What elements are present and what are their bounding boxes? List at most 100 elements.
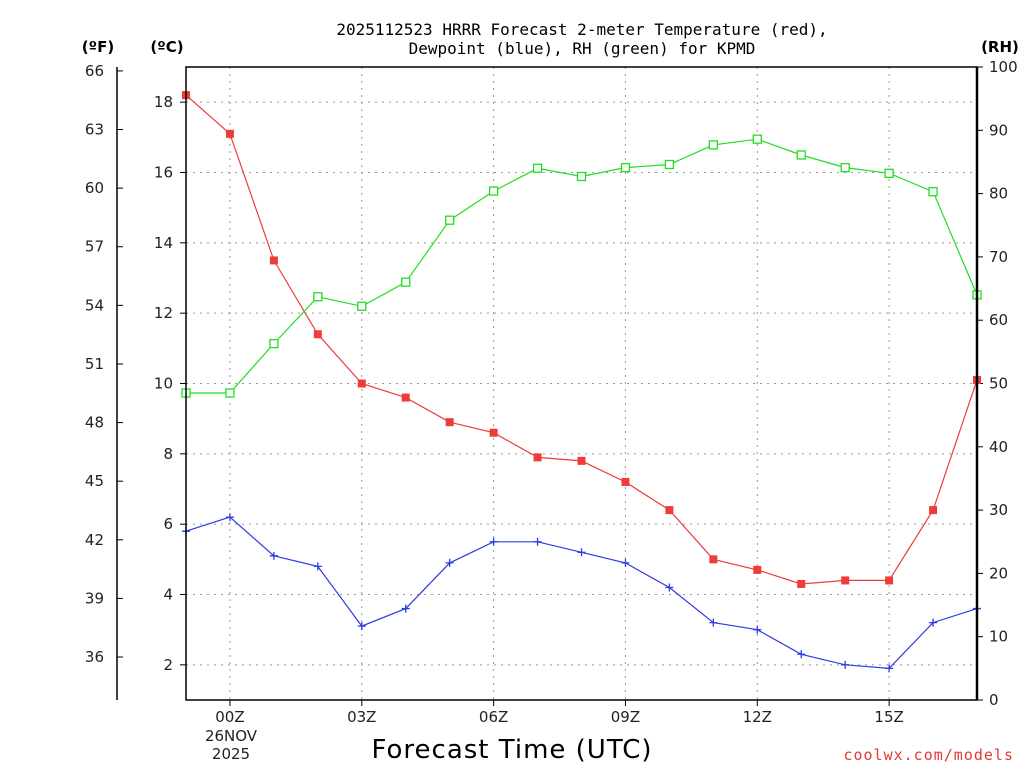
dewpoint-point	[489, 537, 498, 546]
x-axis-label: Forecast Time (UTC)	[371, 735, 652, 765]
dewpoint-point	[445, 558, 454, 567]
rh-point	[796, 150, 806, 160]
rh-point	[401, 277, 411, 287]
temperature-point	[797, 579, 806, 588]
temperature-point	[489, 428, 498, 437]
celsius-tick-label: 12	[154, 304, 173, 322]
temperature-point	[753, 565, 762, 574]
fahrenheit-tick-label: 42	[85, 531, 104, 549]
rh-point	[884, 168, 894, 178]
dewpoint-point	[885, 664, 894, 673]
x-tick-label: 00Z	[215, 708, 244, 726]
dewpoint-point	[709, 618, 718, 627]
temperature-point	[313, 330, 322, 339]
rh-tick-label: 70	[989, 248, 1008, 266]
rh-point	[488, 186, 499, 196]
celsius-tick-label: 16	[154, 164, 173, 182]
celsius-tick-label: 10	[154, 375, 173, 393]
temperature-point	[841, 576, 850, 585]
dewpoint-point	[753, 625, 762, 634]
rh-tick-label: 90	[989, 121, 1008, 139]
x-tick-label: 03Z	[347, 708, 376, 726]
rh-point	[269, 338, 279, 349]
rh-tick-label: 50	[989, 375, 1008, 393]
fahrenheit-tick-label: 48	[85, 414, 104, 432]
rh-point	[532, 163, 543, 173]
axes: 00Z 03Z 06Z 09Z 12Z 15Z 2 4 6 8 10 12 14 16 18 36 39 42 45…	[85, 58, 1018, 726]
fahrenheit-tick-label: 66	[85, 62, 104, 80]
rh-tick-label: 0	[989, 691, 999, 709]
temperature-point	[533, 453, 542, 462]
chart-title: 2025112523 HRRR Forecast 2-meter Tempera…	[336, 20, 827, 39]
x-tick-label: 06Z	[479, 708, 508, 726]
rh-point	[708, 140, 718, 150]
temperature-point	[665, 506, 674, 515]
x-tick-label: 12Z	[743, 708, 772, 726]
rh-tick-label: 20	[989, 564, 1008, 582]
temperature-point	[269, 256, 278, 265]
credit-label: coolwx.com/models	[843, 746, 1014, 764]
data-series	[181, 91, 982, 673]
temperature-line	[185, 94, 978, 585]
rh-point	[357, 301, 367, 311]
celsius-tick-label: 4	[163, 586, 173, 604]
celsius-tick-label: 14	[154, 234, 173, 252]
celsius-tick-label: 6	[163, 515, 173, 533]
dewpoint-point	[533, 537, 542, 546]
fahrenheit-tick-label: 39	[85, 589, 104, 607]
dewpoint-point	[797, 650, 806, 659]
fahrenheit-tick-label: 54	[85, 296, 104, 314]
dewpoint-point	[357, 622, 366, 631]
rh-tick-label: 100	[989, 58, 1018, 76]
temperature-point	[929, 506, 938, 515]
rh-point	[928, 187, 938, 197]
rh-axis-unit: (RH)	[981, 38, 1019, 56]
dewpoint-point	[577, 548, 586, 557]
fahrenheit-tick-label: 63	[85, 121, 104, 139]
dewpoint-point	[841, 660, 850, 669]
dewpoint-point	[929, 618, 938, 627]
rh-tick-label: 10	[989, 628, 1008, 646]
rh-point	[445, 215, 455, 225]
dewpoint-point	[313, 562, 322, 571]
dewpoint-point	[665, 583, 674, 592]
rh-point	[576, 171, 587, 182]
rh-point	[620, 162, 631, 173]
rh-point	[313, 292, 323, 302]
celsius-tick-label: 18	[154, 93, 173, 111]
fahrenheit-axis-unit: (ºF)	[82, 38, 114, 56]
temperature-point	[357, 379, 366, 388]
temperature-point	[225, 129, 234, 138]
temperature-point	[709, 555, 718, 564]
rh-tick-label: 30	[989, 501, 1008, 519]
fahrenheit-tick-label: 51	[85, 355, 104, 373]
rh-point	[225, 388, 235, 398]
temperature-point	[445, 418, 454, 427]
chart-subtitle: Dewpoint (blue), RH (green) for KPMD	[409, 39, 756, 58]
dewpoint-point	[269, 551, 278, 560]
rh-tick-label: 60	[989, 311, 1008, 329]
temperature-point	[401, 393, 410, 402]
rh-point	[840, 162, 850, 173]
dewpoint-line	[185, 516, 978, 670]
fahrenheit-tick-label: 60	[85, 179, 104, 197]
dewpoint-point	[621, 558, 630, 567]
celsius-tick-label: 2	[163, 656, 173, 674]
celsius-axis-unit: (ºC)	[150, 38, 183, 56]
dewpoint-point	[401, 604, 410, 613]
dewpoint-point	[225, 513, 234, 522]
celsius-tick-label: 8	[163, 445, 173, 463]
x-date-line2: 2025	[212, 745, 250, 763]
fahrenheit-tick-label: 36	[85, 648, 104, 666]
temperature-point	[885, 576, 894, 585]
fahrenheit-tick-label: 57	[85, 238, 104, 256]
rh-point	[752, 134, 762, 144]
temperature-point	[621, 477, 630, 486]
fahrenheit-tick-label: 45	[85, 472, 104, 490]
x-date-line1: 26NOV	[205, 727, 258, 745]
rh-tick-label: 40	[989, 438, 1008, 456]
temperature-point	[577, 456, 586, 465]
x-tick-label: 09Z	[611, 708, 640, 726]
grid-lines	[186, 67, 977, 700]
